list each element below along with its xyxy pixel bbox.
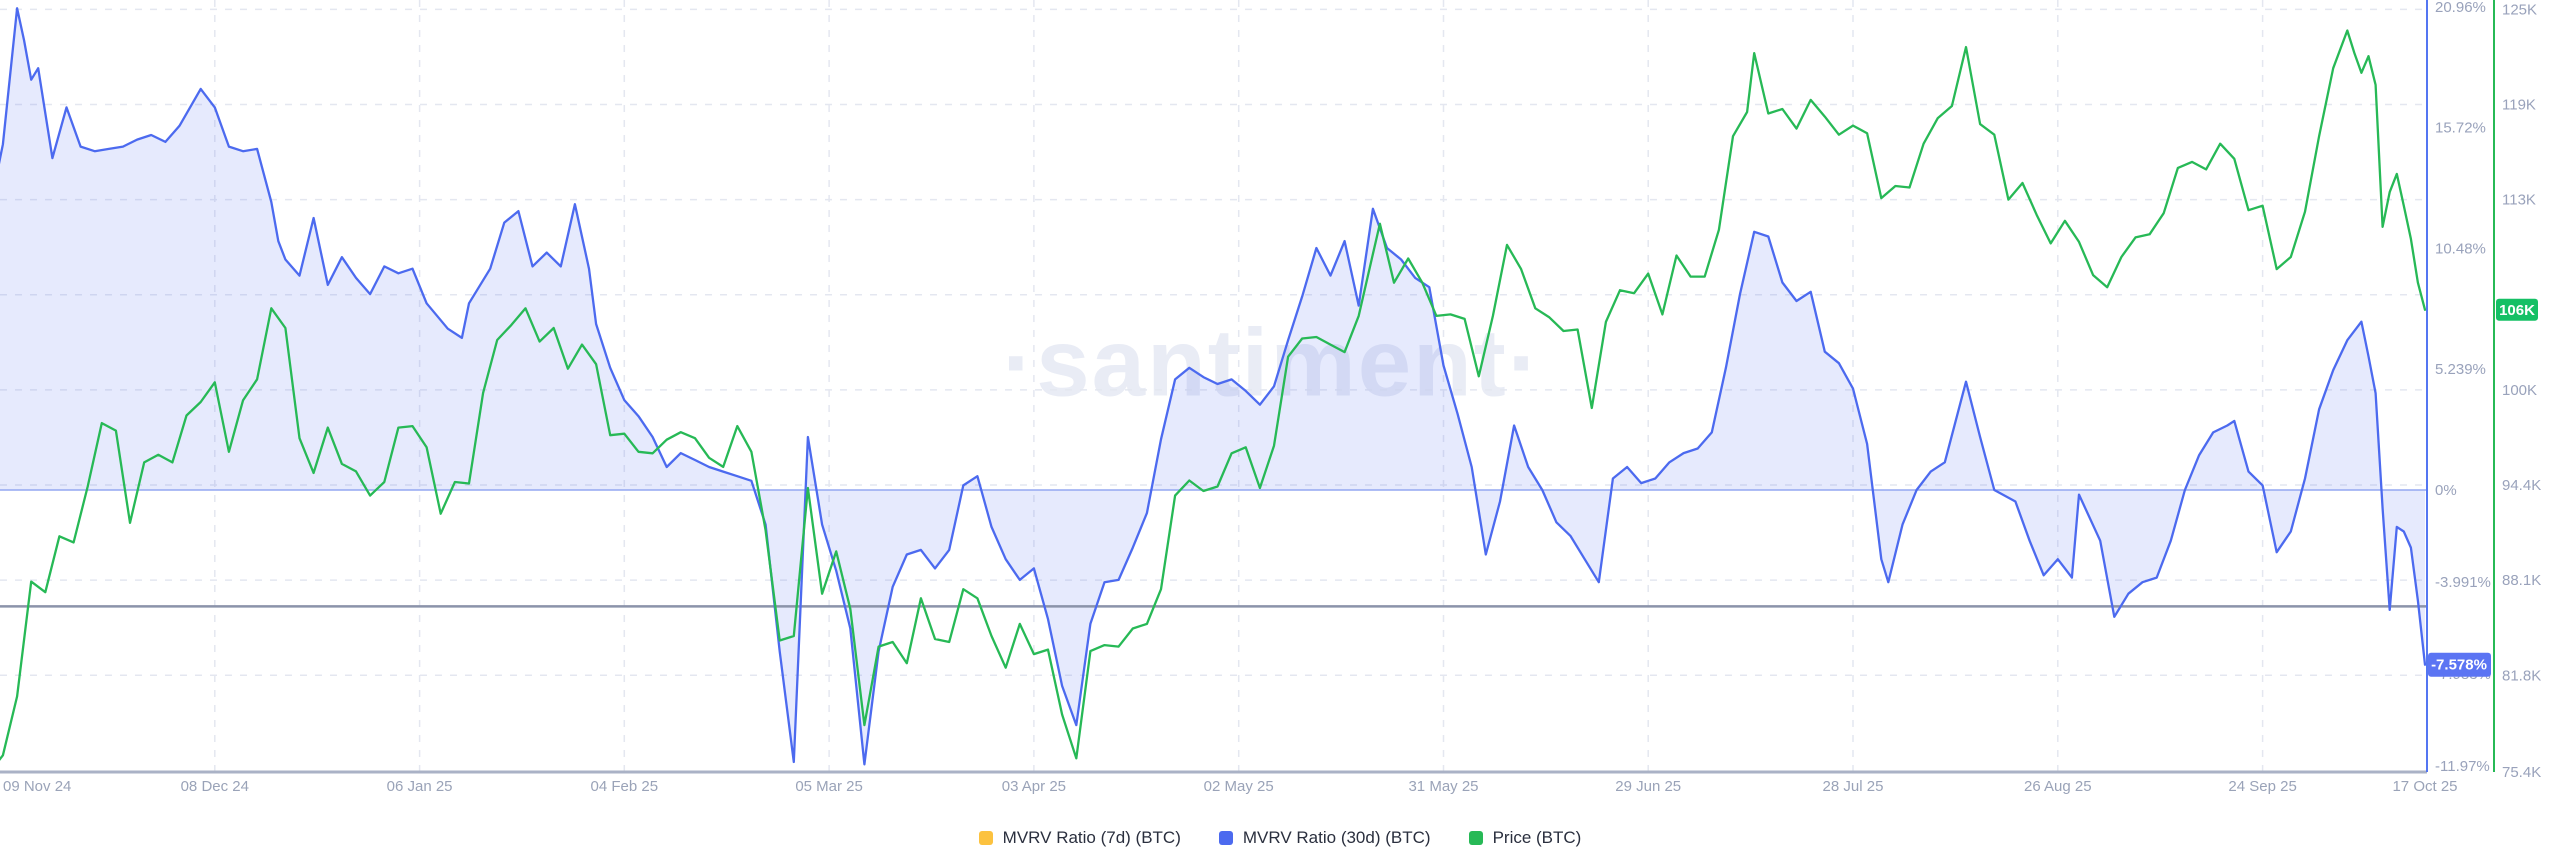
legend-swatch-yellow-icon xyxy=(978,831,993,845)
legend-swatch-blue-icon xyxy=(1218,831,1233,845)
svg-text:-7.578%: -7.578% xyxy=(2431,657,2487,674)
svg-text:08 Dec 24: 08 Dec 24 xyxy=(181,778,249,795)
svg-text:31 May 25: 31 May 25 xyxy=(1408,778,1478,795)
svg-text:88.1K: 88.1K xyxy=(2502,572,2541,589)
svg-text:29 Jun 25: 29 Jun 25 xyxy=(1615,778,1681,795)
svg-text:15.72%: 15.72% xyxy=(2435,120,2486,137)
svg-text:10.48%: 10.48% xyxy=(2435,240,2486,257)
svg-text:17 Oct 25: 17 Oct 25 xyxy=(2392,778,2457,795)
svg-text:75.4K: 75.4K xyxy=(2502,764,2541,781)
svg-text:24 Sep 25: 24 Sep 25 xyxy=(2228,778,2296,795)
svg-text:-11.97%: -11.97% xyxy=(2435,758,2490,775)
svg-text:0%: 0% xyxy=(2435,482,2457,499)
svg-text:26 Aug 25: 26 Aug 25 xyxy=(2024,778,2092,795)
svg-text:94.4K: 94.4K xyxy=(2502,477,2541,494)
legend-label: MVRV Ratio (30d) (BTC) xyxy=(1242,828,1431,847)
legend-item-price[interactable]: Price (BTC) xyxy=(1468,828,1582,848)
legend-item-mvrv-30d[interactable]: MVRV Ratio (30d) (BTC) xyxy=(1218,828,1431,848)
svg-text:106K: 106K xyxy=(2499,302,2535,319)
santiment-watermark: ·santiment· xyxy=(1002,309,1542,417)
svg-text:119K: 119K xyxy=(2502,97,2536,114)
svg-text:04 Feb 25: 04 Feb 25 xyxy=(591,778,659,795)
chart-legend: MVRV Ratio (7d) (BTC) MVRV Ratio (30d) (… xyxy=(0,828,2560,848)
svg-text:20.96%: 20.96% xyxy=(2435,0,2486,16)
legend-swatch-green-icon xyxy=(1468,831,1483,845)
svg-text:100K: 100K xyxy=(2502,382,2537,399)
legend-item-mvrv-7d[interactable]: MVRV Ratio (7d) (BTC) xyxy=(978,828,1181,848)
svg-text:5.239%: 5.239% xyxy=(2435,361,2486,378)
svg-text:09 Nov 24: 09 Nov 24 xyxy=(3,778,71,795)
legend-label: Price (BTC) xyxy=(1492,828,1582,847)
svg-text:06 Jan 25: 06 Jan 25 xyxy=(387,778,453,795)
svg-text:113K: 113K xyxy=(2502,192,2536,209)
legend-label: MVRV Ratio (7d) (BTC) xyxy=(1002,828,1181,847)
svg-text:-3.991%: -3.991% xyxy=(2435,574,2491,591)
svg-text:03 Apr 25: 03 Apr 25 xyxy=(1002,778,1066,795)
svg-text:81.8K: 81.8K xyxy=(2502,667,2541,684)
svg-text:125K: 125K xyxy=(2502,1,2537,18)
svg-text:05 Mar 25: 05 Mar 25 xyxy=(795,778,863,795)
svg-text:28 Jul 25: 28 Jul 25 xyxy=(1823,778,1884,795)
svg-text:02 May 25: 02 May 25 xyxy=(1204,778,1274,795)
